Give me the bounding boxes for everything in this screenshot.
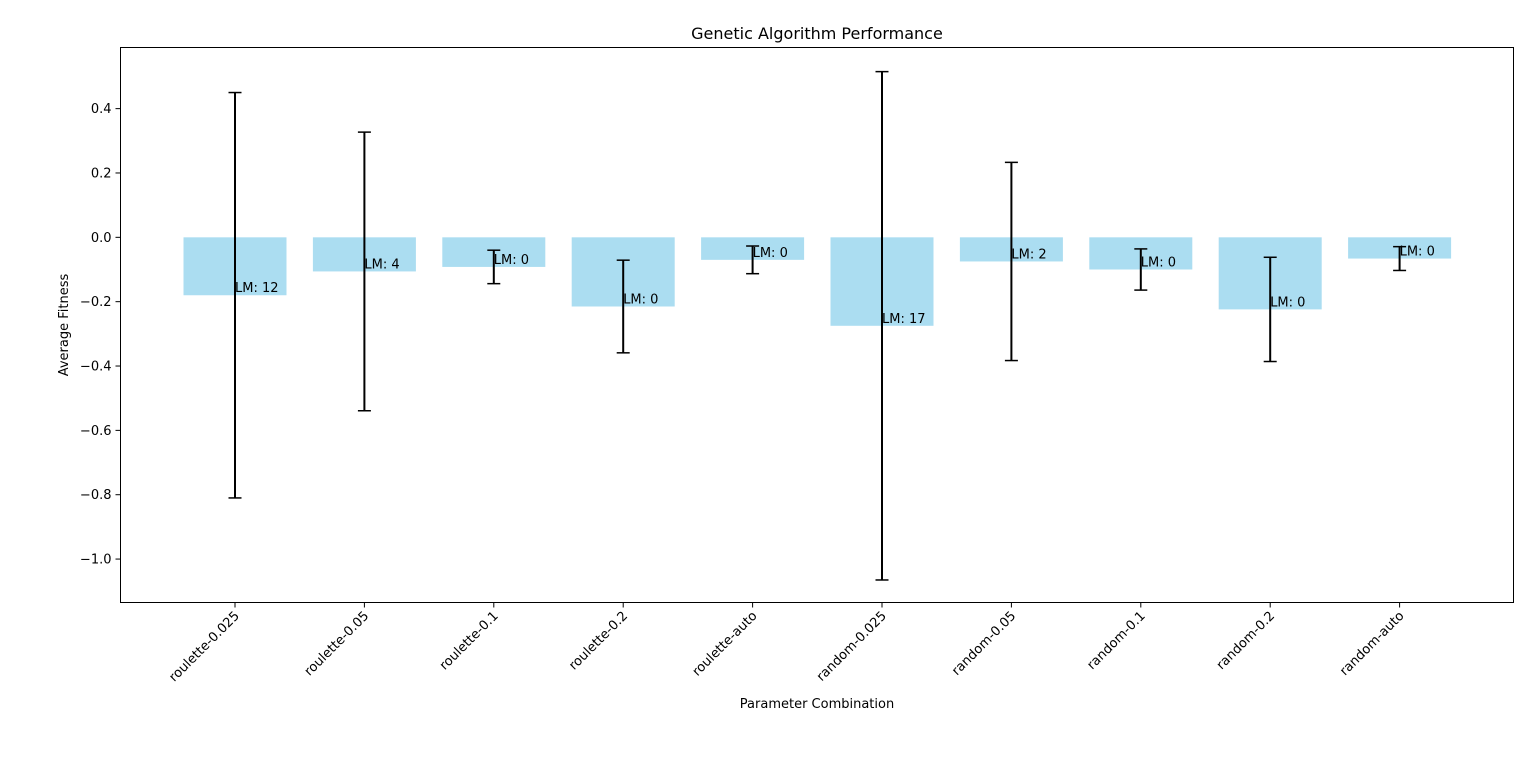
error-bar — [1393, 245, 1407, 272]
error-bar — [746, 245, 760, 275]
x-tick-label: random-0.025 — [814, 609, 890, 685]
error-bar — [875, 70, 889, 581]
error-bar — [357, 131, 371, 412]
error-bar — [1263, 256, 1277, 363]
y-tick-label: −0.8 — [80, 488, 112, 503]
x-axis: roulette-0.025 roulette-0.05 roulette-0.1 r… — [166, 602, 1407, 685]
x-tick-label: roulette-0.1 — [437, 609, 502, 674]
bar-value-label: LM: 0 — [1270, 295, 1305, 310]
x-tick-label: roulette-0.025 — [166, 609, 242, 685]
plot-area: LM: 12 LM: 4 LM: 0 LM: 0 LM: 0 LM: 17 LM: 2 LM:… — [183, 70, 1452, 581]
bar-value-label: LM: 0 — [623, 293, 658, 308]
error-bar — [1004, 161, 1018, 362]
error-bar — [1134, 248, 1148, 291]
y-axis: 0.4 0.2 0.0 −0.2 −0.4 −0.6 −0.8 −1.0 — [80, 102, 121, 568]
error-bar — [487, 249, 501, 285]
x-axis-title: Parameter Combination — [740, 697, 894, 712]
x-tick-label: roulette-auto — [690, 609, 761, 680]
y-tick-label: 0.2 — [91, 166, 112, 181]
x-tick-label: random-auto — [1337, 609, 1407, 679]
bar-value-label: LM: 4 — [364, 257, 399, 272]
y-axis-title: Average Fitness — [57, 274, 72, 377]
plot-frame — [120, 47, 1514, 603]
error-bar — [616, 259, 630, 354]
bar-value-label: LM: 0 — [753, 246, 788, 261]
x-tick-label: random-0.05 — [949, 609, 1019, 679]
x-tick-label: roulette-0.05 — [302, 609, 373, 680]
x-tick-label: random-0.2 — [1214, 609, 1278, 673]
bar-value-label: LM: 17 — [882, 312, 926, 327]
y-tick-label: 0.4 — [91, 102, 112, 117]
bar-value-label: LM: 0 — [494, 253, 529, 268]
error-bar — [228, 91, 242, 499]
bar-value-label: LM: 0 — [1141, 256, 1176, 271]
y-tick-label: −0.6 — [80, 424, 112, 439]
bar-value-label: LM: 2 — [1011, 247, 1046, 262]
y-tick-label: 0.0 — [91, 231, 112, 246]
x-tick-label: roulette-0.2 — [566, 609, 631, 674]
y-tick-label: −1.0 — [80, 553, 112, 568]
y-tick-label: −0.4 — [80, 360, 112, 375]
chart-title: Genetic Algorithm Performance — [691, 24, 943, 43]
bar-value-label: LM: 12 — [235, 281, 279, 296]
y-tick-label: −0.2 — [80, 295, 112, 310]
bar-value-label: LM: 0 — [1400, 245, 1435, 260]
x-tick-label: random-0.1 — [1084, 609, 1148, 673]
